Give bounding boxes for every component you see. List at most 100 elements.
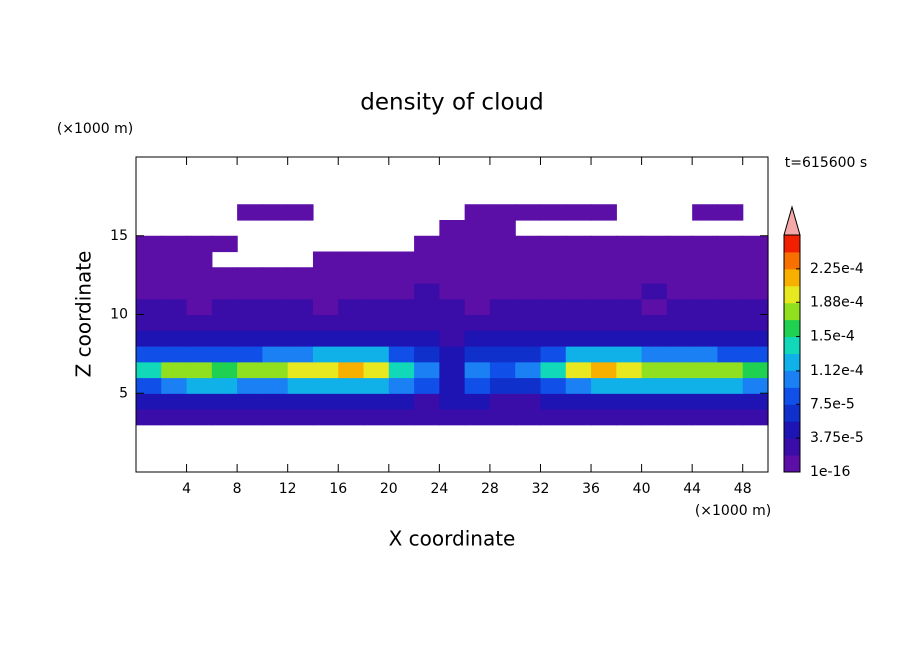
contour-cell: [211, 393, 238, 410]
contour-cell: [136, 361, 162, 379]
contour-cell: [136, 267, 162, 284]
contour-cell: [591, 346, 617, 363]
contour-cell: [161, 361, 188, 379]
contour-cell: [262, 361, 289, 379]
contour-cell: [262, 314, 289, 331]
contour-cell: [692, 361, 719, 379]
contour-cell: [692, 377, 719, 394]
contour-cell: [666, 409, 693, 426]
contour-cell: [565, 346, 592, 363]
contour-cell: [616, 377, 643, 394]
contour-cell: [692, 330, 719, 347]
contour-cell: [262, 377, 289, 394]
contour-cell: [262, 204, 289, 221]
contour-cell: [641, 235, 668, 253]
contour-cell: [591, 330, 617, 347]
colorbar-band: [784, 235, 800, 253]
contour-cell: [262, 409, 289, 426]
contour-cell: [540, 267, 567, 284]
contour-cell: [161, 346, 188, 363]
y-unit: (×1000 m): [57, 121, 133, 137]
contour-cell: [388, 361, 415, 379]
contour-cell: [161, 251, 188, 268]
colorbar-band: [784, 438, 800, 456]
contour-cell: [186, 346, 213, 363]
x-tick-label: 40: [633, 481, 651, 497]
contour-cell: [591, 409, 617, 426]
contour-cell: [237, 330, 263, 347]
contour-cell: [464, 377, 491, 394]
contour-cell: [161, 235, 188, 253]
contour-cell: [414, 361, 440, 379]
contour-cell: [641, 377, 668, 394]
contour-cell: [363, 251, 390, 268]
contour-cell: [363, 267, 390, 284]
contour-cell: [540, 409, 567, 426]
contour-cell: [388, 267, 415, 284]
contour-cell: [136, 409, 162, 426]
x-tick-label: 24: [430, 481, 448, 497]
contour-cell: [591, 314, 617, 331]
contour-cell: [388, 298, 415, 316]
x-tick-label: 16: [329, 481, 347, 497]
contour-cell: [161, 298, 188, 316]
contour-cell: [489, 314, 516, 331]
contour-cell: [565, 267, 592, 284]
colorbar-band: [784, 353, 800, 371]
contour-cell: [161, 409, 188, 426]
contour-cell: [464, 314, 491, 331]
colorbar-band: [784, 285, 800, 304]
contour-cell: [186, 361, 213, 379]
contour-cell: [515, 393, 542, 410]
contour-cell: [186, 377, 213, 394]
contour-cell: [717, 314, 744, 331]
contour-cell: [464, 204, 491, 221]
contour-cell: [515, 361, 542, 379]
x-tick-label: 28: [481, 481, 499, 497]
contour-cell: [312, 267, 339, 284]
contour-cell: [211, 361, 238, 379]
contour-cell: [540, 361, 567, 379]
contour-cell: [540, 330, 567, 347]
contour-cell: [186, 235, 213, 253]
contour-cell: [287, 267, 314, 284]
contour-cell: [262, 330, 289, 347]
contour-cell: [287, 393, 314, 410]
contour-cell: [414, 283, 440, 300]
contour-cell: [489, 377, 516, 394]
contour-cell: [666, 330, 693, 347]
contour-cell: [464, 220, 491, 237]
contour-cell: [363, 298, 390, 316]
y-tick-label: 10: [110, 307, 128, 323]
y-tick-label: 5: [119, 385, 128, 401]
contour-cell: [540, 283, 567, 300]
contour-cell: [237, 314, 263, 331]
contour-cell: [591, 283, 617, 300]
contour-cell: [363, 393, 390, 410]
x-axis-label: X coordinate: [389, 527, 516, 551]
contour-cell: [692, 235, 719, 253]
contour-cell: [439, 251, 466, 268]
contour-cell: [237, 346, 263, 363]
contour-cell: [489, 330, 516, 347]
contour-cell: [414, 298, 440, 316]
contour-cell: [717, 235, 744, 253]
contour-cell: [211, 330, 238, 347]
contour-cell: [717, 393, 744, 410]
contour-cell: [742, 361, 769, 379]
contour-cell: [388, 377, 415, 394]
contour-cell: [186, 330, 213, 347]
contour-cell: [464, 267, 491, 284]
contour-cell: [692, 393, 719, 410]
contour-cell: [489, 235, 516, 253]
contour-cell: [591, 251, 617, 268]
contour-cell: [692, 346, 719, 363]
contour-cell: [641, 346, 668, 363]
contour-cell: [464, 346, 491, 363]
colorbar-band: [784, 404, 800, 422]
contour-cell: [717, 298, 744, 316]
contour-cell: [565, 251, 592, 268]
contour-cell: [211, 283, 238, 300]
contour-cell: [489, 251, 516, 268]
